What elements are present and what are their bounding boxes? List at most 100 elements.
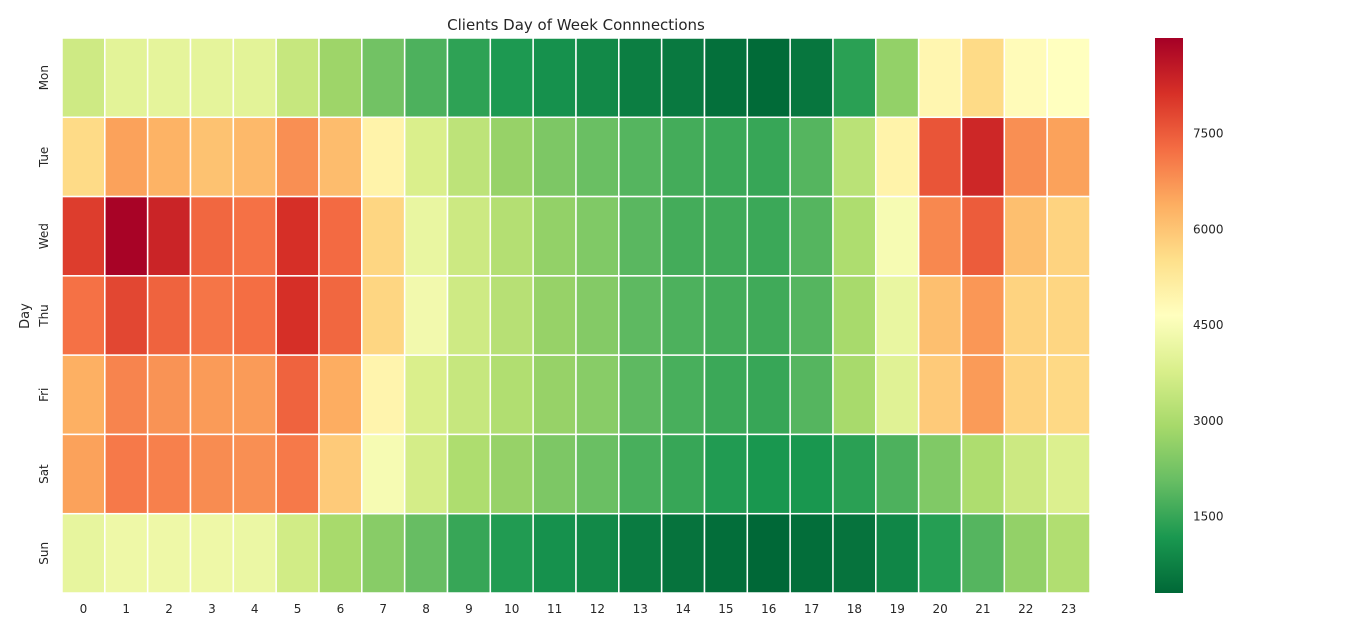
heatmap-cell [660,37,706,119]
heatmap-cell [917,275,963,356]
heatmap-cell [618,195,663,277]
heatmap-cell [446,433,492,515]
heatmap-cell [789,195,834,277]
heatmap-cell [232,37,277,119]
heatmap-cell [1003,116,1048,198]
heatmap-cell [446,275,492,356]
heatmap-cell [275,195,320,277]
x-tick-label: 6 [337,602,345,616]
heatmap-cell [917,354,963,436]
heatmap-cell [361,116,406,198]
heatmap-cell [189,37,235,119]
heatmap-cell [275,512,320,594]
heatmap-cell [146,195,192,277]
colorbar [1155,38,1183,593]
heatmap-cell [960,275,1006,356]
heatmap-cell [104,37,149,119]
heatmap-cell [318,37,363,119]
heatmap-cell [875,512,920,594]
heatmap-cell [960,116,1006,198]
y-tick-label: Fri [37,388,51,402]
x-tick-label: 11 [547,602,562,616]
heatmap-cell [104,195,149,277]
x-tick-label: 4 [251,602,259,616]
heatmap-cell [275,275,320,356]
heatmap-cell [1003,433,1048,515]
heatmap-cell [489,512,534,594]
heatmap-cell [104,116,149,198]
x-tick-label: 19 [890,602,905,616]
heatmap-cell [532,512,577,594]
heatmap-cell [146,354,192,436]
heatmap-cell [232,275,277,356]
x-tick-label: 18 [847,602,862,616]
x-tick-label: 20 [932,602,947,616]
heatmap-cell [403,512,449,594]
heatmap-cell [61,37,106,119]
heatmap-cell [1046,275,1091,356]
x-tick-label: 10 [504,602,519,616]
heatmap-cell [875,37,920,119]
heatmap-cell [832,195,877,277]
heatmap-cell [232,512,277,594]
heatmap-cell [361,275,406,356]
x-tick-label: 5 [294,602,302,616]
heatmap-cell [575,433,620,515]
heatmap-cell [917,116,963,198]
x-tick-label: 13 [633,602,648,616]
heatmap-cell [660,116,706,198]
heatmap-cell [575,275,620,356]
heatmap-cell [61,433,106,515]
heatmap-cell [789,37,834,119]
x-tick-label: 22 [1018,602,1033,616]
heatmap-cell [746,116,791,198]
heatmap-cell [403,354,449,436]
heatmap-cell [1003,195,1048,277]
heatmap-cell [403,433,449,515]
heatmap-cell [660,354,706,436]
heatmap-cell [575,512,620,594]
heatmap-cell [618,354,663,436]
heatmap-cell [275,116,320,198]
heatmap-cell [318,195,363,277]
heatmap-cell [489,116,534,198]
heatmap-cell [1046,37,1091,119]
heatmap-cell [1046,512,1091,594]
heatmap-cell [875,275,920,356]
heatmap-cell [361,512,406,594]
x-tick-label: 9 [465,602,473,616]
heatmap-cell [189,275,235,356]
heatmap-cell [146,512,192,594]
heatmap-cell [146,116,192,198]
heatmap-cell [275,433,320,515]
heatmap-cell [446,37,492,119]
heatmap-cell [832,433,877,515]
heatmap-cell [960,433,1006,515]
heatmap-cell [446,116,492,198]
heatmap-cell [703,195,749,277]
heatmap-cell [960,354,1006,436]
heatmap-cell [232,433,277,515]
heatmap-cell [917,512,963,594]
heatmap-cell [61,354,106,436]
heatmap-cell [575,195,620,277]
heatmap-cell [789,433,834,515]
heatmap-cell [189,354,235,436]
heatmap-cell [875,354,920,436]
colorbar-tick-labels: 1500 3000 4500 6000 7500 [1193,127,1224,524]
heatmap-cell [232,116,277,198]
heatmap-cell [746,354,791,436]
heatmap-cell [789,116,834,198]
heatmap-cell [361,433,406,515]
heatmap-cell [960,512,1006,594]
x-tick-label: 16 [761,602,776,616]
heatmap-cell [189,433,235,515]
heatmap-cell [832,275,877,356]
heatmap-cell [575,37,620,119]
heatmap-cell [232,195,277,277]
colorbar-tick-label: 1500 [1193,509,1224,523]
heatmap-cell [1003,354,1048,436]
heatmap-cell [489,37,534,119]
heatmap-cell [146,37,192,119]
